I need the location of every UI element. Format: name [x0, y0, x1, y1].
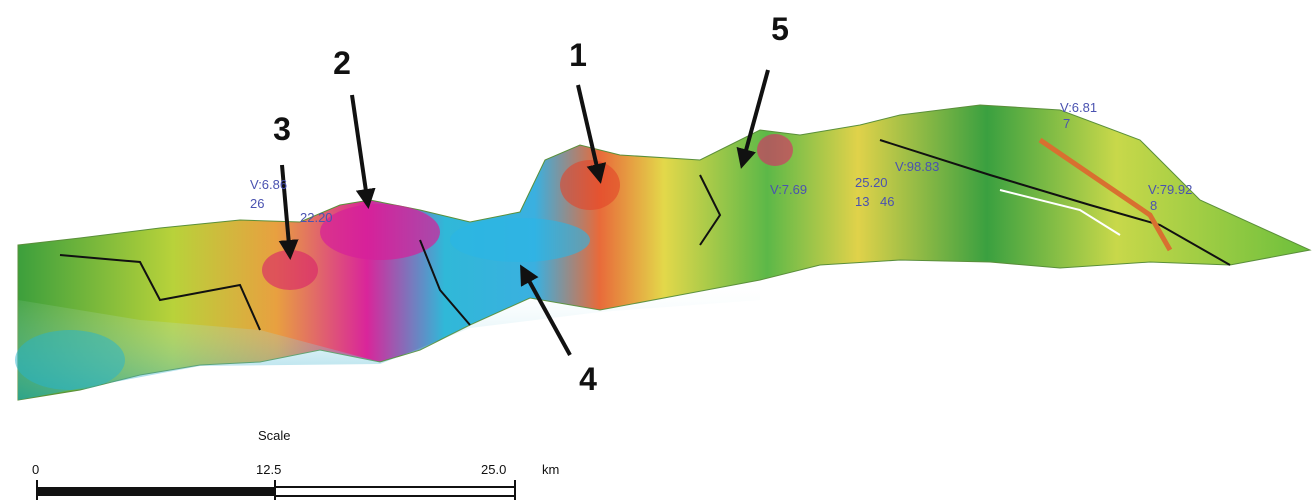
- terrain-label: 22.20: [300, 210, 333, 225]
- scale-unit: km: [542, 462, 559, 477]
- marker-label: 5: [771, 11, 789, 47]
- terrain: [15, 105, 1310, 400]
- scale-tick: 0: [32, 462, 39, 477]
- terrain-label: V:79.92: [1148, 182, 1192, 197]
- terrain-label: V:6.86: [250, 177, 287, 192]
- terrain-label: V:6.81: [1060, 100, 1097, 115]
- marker-label: 1: [569, 37, 587, 73]
- scale-tick: 12.5: [256, 462, 281, 477]
- terrain-label: 8: [1150, 198, 1157, 213]
- terrain-label: 26: [250, 196, 264, 211]
- terrain-label: V:7.69: [770, 182, 807, 197]
- terrain-view: 1 2 3 4 5 V:6.81 7 V:79.92 8 V:6.86 26 2…: [0, 0, 1315, 504]
- marker-label: 4: [579, 361, 597, 397]
- marker-label: 3: [273, 111, 291, 147]
- terrain-label: 46: [880, 194, 894, 209]
- scale-bar: [37, 480, 515, 500]
- scale-title: Scale: [258, 428, 291, 443]
- scale-tick: 25.0: [481, 462, 506, 477]
- marker-label: 2: [333, 45, 351, 81]
- terrain-label: 13: [855, 194, 869, 209]
- terrain-label: 25.20: [855, 175, 888, 190]
- terrain-label: V:98.83: [895, 159, 939, 174]
- terrain-label: 7: [1063, 116, 1070, 131]
